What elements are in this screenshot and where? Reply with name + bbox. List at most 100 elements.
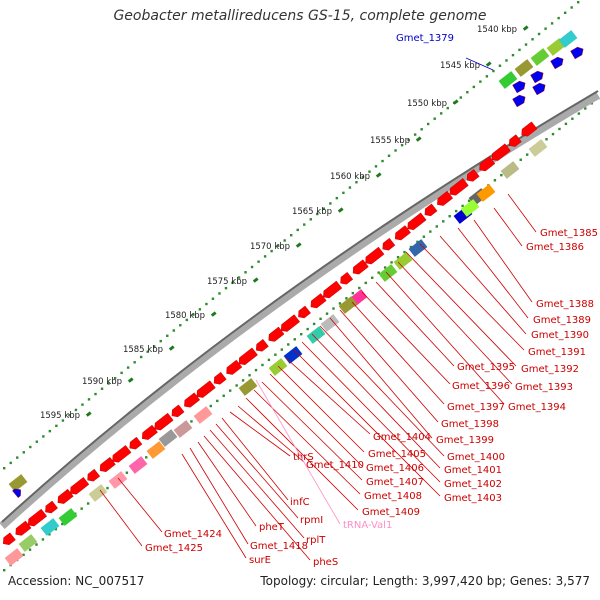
scale-dot bbox=[190, 420, 193, 423]
leader-line bbox=[361, 291, 451, 385]
map-title: Geobacter metallireducens GS-15, complet… bbox=[113, 8, 487, 24]
feature-block bbox=[40, 518, 60, 536]
feature-block bbox=[158, 429, 178, 447]
gene-label: Gmet_1399 bbox=[436, 435, 494, 446]
gene-label: Gmet_1410 bbox=[306, 460, 364, 471]
scale-dot bbox=[257, 260, 260, 263]
feature-block bbox=[408, 239, 428, 257]
scale-dot bbox=[185, 318, 189, 322]
scale-dot bbox=[222, 394, 225, 397]
leader-line bbox=[385, 271, 505, 405]
scale-dot bbox=[237, 276, 241, 279]
scale-dot bbox=[263, 255, 267, 258]
leader-line bbox=[253, 389, 361, 495]
gene-arrow bbox=[424, 203, 438, 217]
gene-label: Gmet_1425 bbox=[145, 543, 203, 554]
feature-block bbox=[283, 346, 303, 364]
gene-label: infC bbox=[290, 497, 310, 508]
scale-dot bbox=[383, 266, 387, 269]
gene-label: Gmet_1418 bbox=[250, 541, 308, 552]
scale-dot bbox=[525, 153, 529, 156]
leader-line bbox=[319, 325, 445, 457]
scale-dot bbox=[409, 245, 413, 249]
scale-dot bbox=[261, 363, 264, 367]
scale-dot bbox=[29, 445, 32, 449]
scale-dot bbox=[224, 286, 228, 290]
feature-block bbox=[393, 252, 413, 270]
scale-dot bbox=[139, 355, 143, 359]
scale-dot bbox=[332, 307, 335, 310]
gene-arrow bbox=[142, 424, 158, 440]
scale-dot bbox=[274, 353, 277, 356]
scale-dot bbox=[570, 6, 573, 9]
scale-dot bbox=[577, 112, 581, 115]
scale-dot bbox=[498, 64, 502, 67]
scale-dot bbox=[335, 196, 339, 200]
leader-line bbox=[285, 357, 371, 435]
scale-dot bbox=[396, 256, 400, 259]
gene-arrow bbox=[479, 156, 496, 172]
gene-label: Gmet_1405 bbox=[368, 449, 426, 460]
gene-label: Gmet_1395 bbox=[457, 362, 515, 373]
scale-dot bbox=[407, 138, 410, 142]
scale-dot bbox=[146, 350, 149, 353]
tick-label: 1590 kbp bbox=[82, 377, 122, 387]
scale-dot bbox=[250, 265, 254, 269]
gene-arrow bbox=[196, 380, 216, 398]
leader-line bbox=[237, 405, 305, 463]
gene-arrow bbox=[87, 468, 101, 482]
gene-arrow bbox=[352, 259, 369, 275]
scale-dot bbox=[61, 419, 65, 422]
scale-dot bbox=[557, 16, 560, 20]
gene-arrow bbox=[256, 339, 269, 352]
gene-arrow bbox=[509, 134, 522, 147]
scale-dot bbox=[87, 398, 91, 401]
leader-line bbox=[351, 301, 445, 405]
scale-dot bbox=[394, 149, 397, 152]
gene-arrow bbox=[512, 94, 526, 108]
leader-line bbox=[465, 57, 494, 71]
gene-label: Gmet_1409 bbox=[362, 507, 420, 518]
gene-label: Gmet_1388 bbox=[536, 299, 594, 310]
scale-dot bbox=[467, 199, 471, 203]
scale-dot bbox=[374, 165, 378, 168]
gene-label: Gmet_1402 bbox=[444, 479, 502, 490]
leader-line bbox=[293, 349, 441, 497]
feature-block bbox=[8, 474, 28, 492]
scale-dot bbox=[153, 345, 156, 348]
feature-block bbox=[498, 71, 518, 89]
gene-arrow bbox=[382, 237, 396, 251]
scale-dot bbox=[106, 486, 109, 490]
scale-dot bbox=[368, 170, 371, 173]
scale-dot bbox=[100, 387, 104, 390]
scale-dot bbox=[179, 324, 182, 327]
scale-dot bbox=[459, 96, 462, 99]
scale-dot bbox=[545, 138, 548, 141]
gene-label: Gmet_1391 bbox=[528, 347, 586, 358]
gene-arrow bbox=[298, 305, 311, 319]
gene-label: Gmet_1386 bbox=[526, 242, 584, 253]
scale-dot bbox=[192, 313, 195, 316]
genome-summary-text: Topology: circular; Length: 3,997,420 bp… bbox=[260, 574, 590, 588]
tick-mark bbox=[252, 277, 259, 283]
gene-label: Gmet_1396 bbox=[452, 381, 510, 392]
gene-arrow bbox=[70, 477, 90, 495]
leader-line bbox=[329, 317, 433, 439]
scale-dot bbox=[211, 297, 215, 300]
scale-dot bbox=[584, 107, 587, 110]
gene-label: rplT bbox=[306, 535, 326, 546]
scale-dot bbox=[433, 117, 436, 120]
gene-label: Gmet_1403 bbox=[444, 493, 502, 504]
scale-dot bbox=[400, 143, 404, 147]
tick-mark bbox=[337, 207, 344, 213]
scale-dot bbox=[371, 276, 374, 279]
scale-dot bbox=[54, 527, 58, 531]
scale-dot bbox=[306, 327, 309, 331]
scale-dot bbox=[3, 467, 6, 470]
scale-dot bbox=[577, 1, 580, 4]
scale-dot bbox=[270, 249, 273, 253]
gene-label: Gmet_1404 bbox=[373, 432, 431, 443]
scale-dot bbox=[500, 173, 503, 177]
feature-block bbox=[108, 471, 128, 489]
